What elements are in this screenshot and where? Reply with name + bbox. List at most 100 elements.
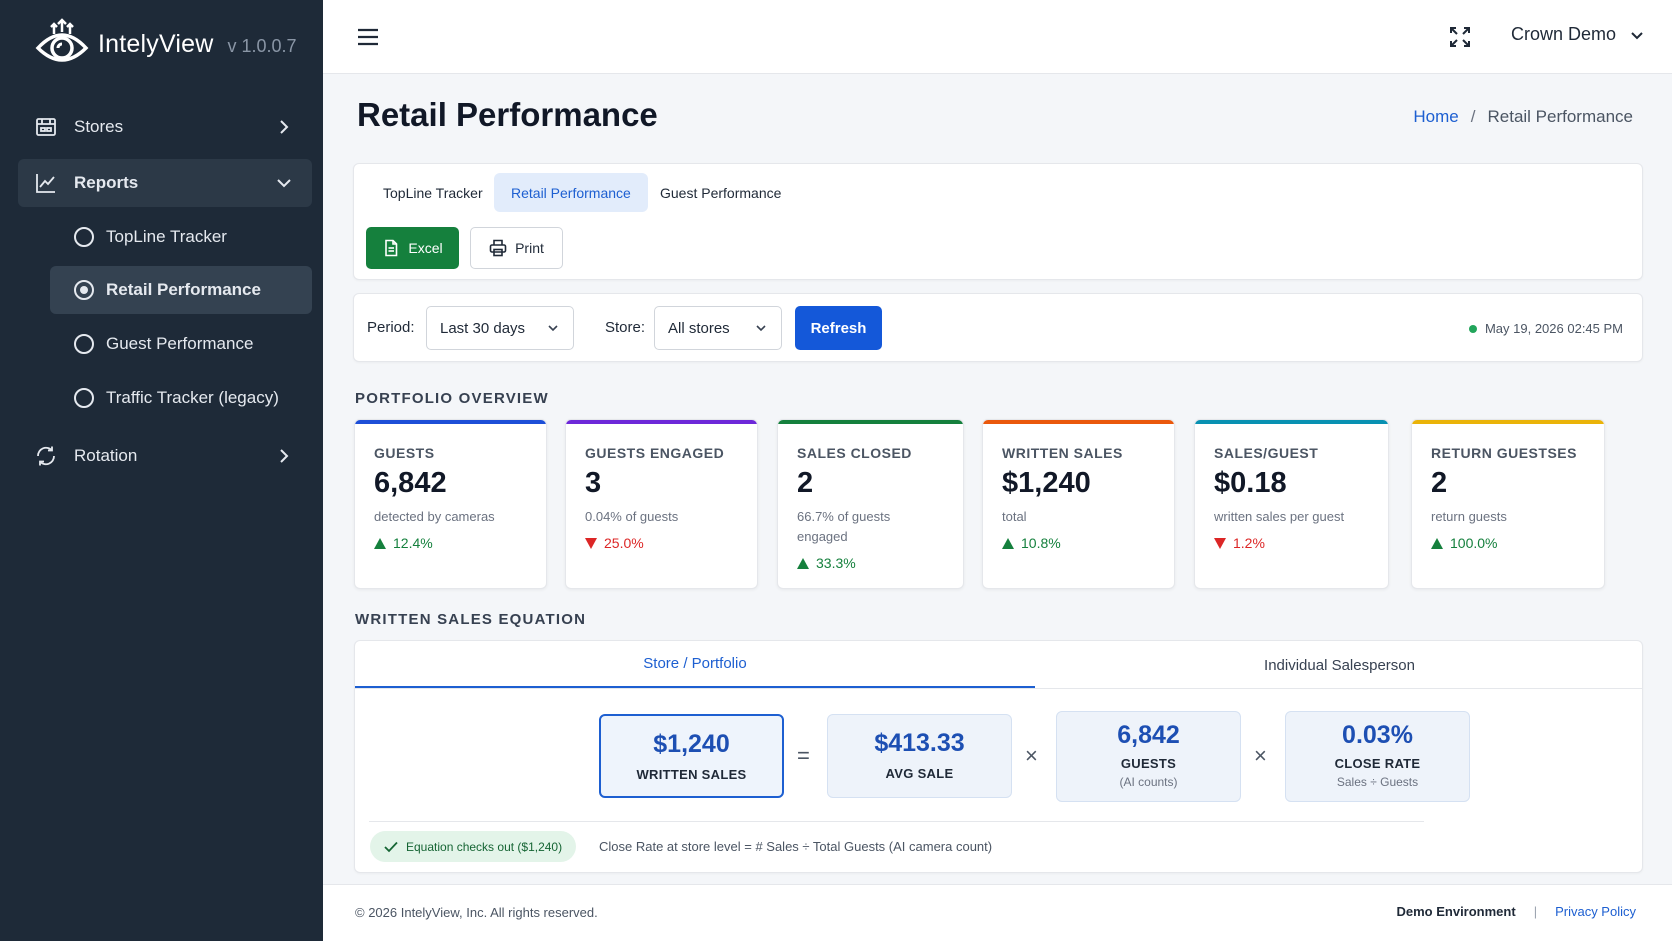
tab-guest-performance[interactable]: Guest Performance [660, 184, 782, 201]
eye-logo-icon [35, 18, 89, 62]
store-select[interactable]: All stores [654, 306, 782, 350]
kpi-delta-value: 100.0% [1450, 535, 1498, 551]
kpi-delta: 33.3% [797, 555, 856, 571]
kpi-card-sales-closed: SALES CLOSED 2 66.7% of guests engaged 3… [777, 419, 964, 589]
sidebar-subitem-retail-performance[interactable]: Retail Performance [50, 266, 312, 314]
menu-icon[interactable] [356, 26, 380, 48]
report-tabs-card: TopLine Tracker Retail Performance Guest… [353, 163, 1643, 280]
multiply-sign: × [1025, 743, 1038, 768]
kpi-value: 2 [1431, 467, 1448, 499]
kpi-label: GUESTS [374, 445, 435, 461]
triangle-up-icon [1431, 537, 1443, 549]
sidebar-item-stores[interactable]: Stores [18, 103, 312, 151]
kpi-label: RETURN GUESTSES [1431, 445, 1577, 461]
close-rate-box: 0.03% CLOSE RATE Sales ÷ Guests [1285, 711, 1470, 802]
triangle-up-icon [797, 557, 809, 569]
sidebar-item-label: Rotation [74, 446, 138, 465]
refresh-button[interactable]: Refresh [795, 306, 882, 350]
last-updated-time: May 19, 2026 02:45 PM [1484, 321, 1623, 336]
kpi-delta: 100.0% [1431, 535, 1497, 551]
top-bar: Crown Demo [323, 0, 1672, 74]
store-select-value: All stores [668, 319, 730, 337]
excel-export-button[interactable]: Excel [366, 227, 459, 269]
kpi-delta-value: 1.2% [1233, 535, 1265, 551]
privacy-policy-link[interactable]: Privacy Policy [1555, 904, 1636, 919]
refresh-icon [37, 446, 55, 466]
user-name: Crown Demo [1511, 24, 1617, 44]
sidebar-item-label: Stores [74, 117, 124, 136]
sidebar-subitem-label: Retail Performance [106, 280, 261, 299]
avg-sale-box: $413.33 AVG SALE [827, 714, 1012, 798]
page-title: Retail Performance [357, 96, 658, 133]
written-sales-label: WRITTEN SALES [636, 767, 747, 782]
tab-individual-salesperson[interactable]: Individual Salesperson [1264, 656, 1415, 674]
equation-check-badge: Equation checks out ($1,240) [370, 831, 577, 862]
kpi-accent-bar [983, 420, 1174, 424]
brand[interactable]: IntelyView v 1.0.0.7 [34, 14, 297, 74]
environment-label: Demo Environment [1396, 904, 1516, 919]
kpi-delta: 10.8% [1002, 535, 1061, 551]
excel-button-label: Excel [408, 240, 443, 256]
tab-store-portfolio[interactable]: Store / Portfolio [355, 641, 1035, 689]
guests-box: 6,842 GUESTS (AI counts) [1056, 711, 1241, 802]
kpi-card-return-guests: RETURN GUESTSES 2 return guests 100.0% [1411, 419, 1605, 589]
sidebar-item-reports[interactable]: Reports [18, 159, 312, 207]
sidebar: IntelyView v 1.0.0.7 Stores Reports TopL… [0, 0, 323, 941]
copyright: © 2026 IntelyView, Inc. All rights reser… [355, 905, 598, 920]
kpi-delta-value: 12.4% [393, 535, 433, 551]
portfolio-overview-title: PORTFOLIO OVERVIEW [355, 390, 549, 407]
close-rate-value: 0.03% [1342, 721, 1413, 749]
equals-sign: = [797, 743, 810, 768]
sidebar-subitem-label: TopLine Tracker [106, 227, 227, 246]
kpi-label: SALES CLOSED [797, 445, 912, 461]
breadcrumb-home-link[interactable]: Home [1413, 107, 1459, 126]
period-select[interactable]: Last 30 days [426, 306, 574, 350]
kpi-subtitle: detected by cameras [374, 509, 495, 524]
tab-topline-tracker[interactable]: TopLine Tracker [383, 184, 483, 201]
sidebar-subitem-topline-tracker[interactable]: TopLine Tracker [50, 213, 312, 261]
store-icon [36, 118, 56, 136]
kpi-subtitle: 0.04% of guests [585, 509, 679, 524]
multiply-sign: × [1254, 743, 1267, 768]
kpi-value: $0.18 [1214, 467, 1287, 499]
status-dot-icon [1468, 324, 1477, 333]
kpi-label: SALES/GUEST [1214, 445, 1319, 461]
tab-retail-performance[interactable]: Retail Performance [494, 173, 648, 212]
app-version: v 1.0.0.7 [227, 35, 297, 56]
circle-icon [74, 334, 94, 354]
sidebar-subitem-traffic-tracker[interactable]: Traffic Tracker (legacy) [50, 374, 312, 422]
user-menu[interactable]: Crown Demo [1511, 24, 1646, 45]
kpi-card-sales-per-guest: SALES/GUEST $0.18 written sales per gues… [1194, 419, 1389, 589]
print-button[interactable]: Print [470, 227, 563, 269]
kpi-accent-bar [566, 420, 757, 424]
written-sales-value: $1,240 [653, 730, 730, 758]
period-select-value: Last 30 days [440, 319, 526, 337]
fullscreen-icon[interactable] [1449, 26, 1471, 48]
chart-icon [36, 174, 55, 193]
kpi-delta-value: 25.0% [604, 535, 644, 551]
kpi-label: GUESTS ENGAGED [585, 445, 725, 461]
guests-subtitle: (AI counts) [1119, 775, 1178, 789]
sidebar-subitem-label: Traffic Tracker (legacy) [106, 388, 279, 407]
sidebar-item-rotation[interactable]: Rotation [18, 432, 312, 480]
footer-links: Demo Environment | Privacy Policy [1397, 904, 1637, 919]
close-rate-label: CLOSE RATE [1334, 756, 1421, 771]
kpi-label: WRITTEN SALES [1002, 445, 1123, 461]
guests-value: 6,842 [1117, 721, 1180, 749]
store-label: Store: [605, 319, 646, 336]
kpi-accent-bar [778, 420, 963, 424]
brand-name: IntelyView [98, 29, 214, 58]
chevron-right-icon [280, 449, 289, 463]
sidebar-subitem-guest-performance[interactable]: Guest Performance [50, 320, 312, 368]
filter-bar: Period: Last 30 days Store: All stores R… [353, 293, 1643, 362]
kpi-card-guests: GUESTS 6,842 detected by cameras 12.4% [354, 419, 547, 589]
kpi-card-guests-engaged: GUESTS ENGAGED 3 0.04% of guests 25.0% [565, 419, 758, 589]
triangle-up-icon [1002, 537, 1014, 549]
chevron-down-icon [756, 325, 766, 332]
breadcrumb-separator: / [1470, 107, 1476, 126]
kpi-delta-value: 10.8% [1021, 535, 1061, 551]
radio-selected-icon [74, 280, 94, 300]
kpi-card-written-sales: WRITTEN SALES $1,240 total 10.8% [982, 419, 1175, 589]
kpi-subtitle: return guests [1431, 509, 1507, 524]
kpi-value: 6,842 [374, 467, 447, 499]
